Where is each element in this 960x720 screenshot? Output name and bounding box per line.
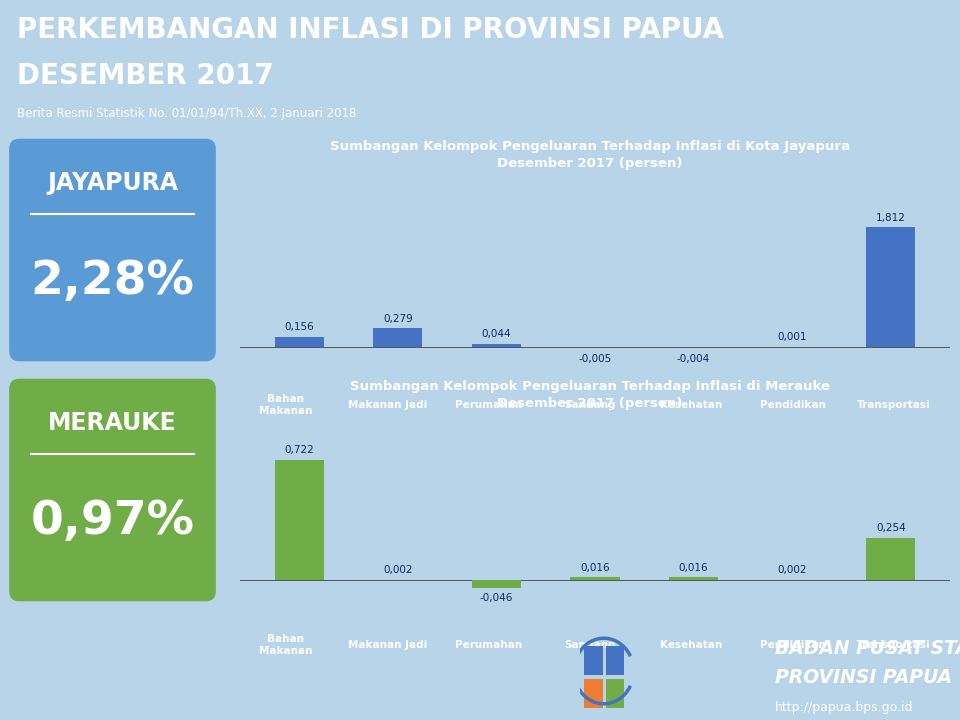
Text: Perumahan: Perumahan — [455, 640, 522, 650]
FancyBboxPatch shape — [606, 647, 624, 675]
Text: PERKEMBANGAN INFLASI DI PROVINSI PAPUA: PERKEMBANGAN INFLASI DI PROVINSI PAPUA — [17, 16, 725, 44]
Text: 0,044: 0,044 — [482, 329, 512, 339]
FancyBboxPatch shape — [10, 379, 216, 601]
Text: 0,254: 0,254 — [876, 523, 905, 534]
Text: 0,156: 0,156 — [284, 322, 314, 332]
Text: 0,279: 0,279 — [383, 314, 413, 324]
Text: DESEMBER 2017: DESEMBER 2017 — [17, 63, 274, 91]
Text: MERAUKE: MERAUKE — [48, 411, 177, 435]
Text: Pendidikan: Pendidikan — [760, 400, 826, 410]
Text: 0,001: 0,001 — [778, 332, 807, 342]
Text: 0,002: 0,002 — [778, 565, 807, 575]
Text: http://papua.bps.go.id: http://papua.bps.go.id — [776, 701, 914, 714]
Text: Sandang: Sandang — [564, 400, 615, 410]
Text: 0,722: 0,722 — [284, 446, 314, 456]
Bar — [373, 328, 422, 347]
Text: Sandang: Sandang — [564, 640, 615, 650]
Text: Bahan
Makanan: Bahan Makanan — [259, 395, 313, 416]
Text: Transportasi: Transportasi — [857, 640, 931, 650]
Text: 0,97%: 0,97% — [31, 499, 195, 544]
Bar — [570, 577, 619, 580]
Text: Makanan Jadi: Makanan Jadi — [348, 400, 427, 410]
Text: Pendidikan: Pendidikan — [760, 640, 826, 650]
Text: PROVINSI PAPUA: PROVINSI PAPUA — [776, 668, 952, 688]
Bar — [471, 580, 521, 588]
Text: Kesehatan: Kesehatan — [660, 400, 723, 410]
FancyBboxPatch shape — [606, 679, 624, 708]
Bar — [866, 538, 916, 580]
Text: Sumbangan Kelompok Pengeluaran Terhadap Inflasi di Merauke
Desember 2017 (persen: Sumbangan Kelompok Pengeluaran Terhadap … — [350, 379, 830, 410]
Bar — [669, 577, 718, 580]
Text: JAYAPURA: JAYAPURA — [47, 171, 178, 195]
Text: 2,28%: 2,28% — [31, 259, 195, 304]
FancyBboxPatch shape — [10, 139, 216, 361]
Text: Berita Resmi Statistik No. 01/01/94/Th.XX, 2 Januari 2018: Berita Resmi Statistik No. 01/01/94/Th.X… — [17, 107, 356, 120]
Bar — [471, 344, 521, 347]
Text: -0,005: -0,005 — [578, 354, 612, 364]
Text: Sumbangan Kelompok Pengeluaran Terhadap Inflasi di Kota Jayapura
Desember 2017 (: Sumbangan Kelompok Pengeluaran Terhadap … — [330, 140, 850, 170]
Text: -0,004: -0,004 — [677, 354, 710, 364]
Bar — [866, 228, 916, 347]
Text: Kesehatan: Kesehatan — [660, 640, 723, 650]
Text: 0,016: 0,016 — [679, 563, 708, 573]
Text: 0,002: 0,002 — [383, 565, 413, 575]
FancyBboxPatch shape — [585, 647, 603, 675]
Text: BADAN PUSAT STATISTIK: BADAN PUSAT STATISTIK — [776, 639, 960, 658]
Text: Transportasi: Transportasi — [857, 400, 931, 410]
Text: Bahan
Makanan: Bahan Makanan — [259, 634, 313, 656]
Bar — [275, 336, 324, 347]
FancyBboxPatch shape — [585, 679, 603, 708]
Text: 1,812: 1,812 — [876, 212, 906, 222]
Bar — [275, 459, 324, 580]
Text: 0,016: 0,016 — [580, 563, 610, 573]
Text: -0,046: -0,046 — [480, 593, 513, 603]
Text: Makanan Jadi: Makanan Jadi — [348, 640, 427, 650]
Text: Perumahan: Perumahan — [455, 400, 522, 410]
